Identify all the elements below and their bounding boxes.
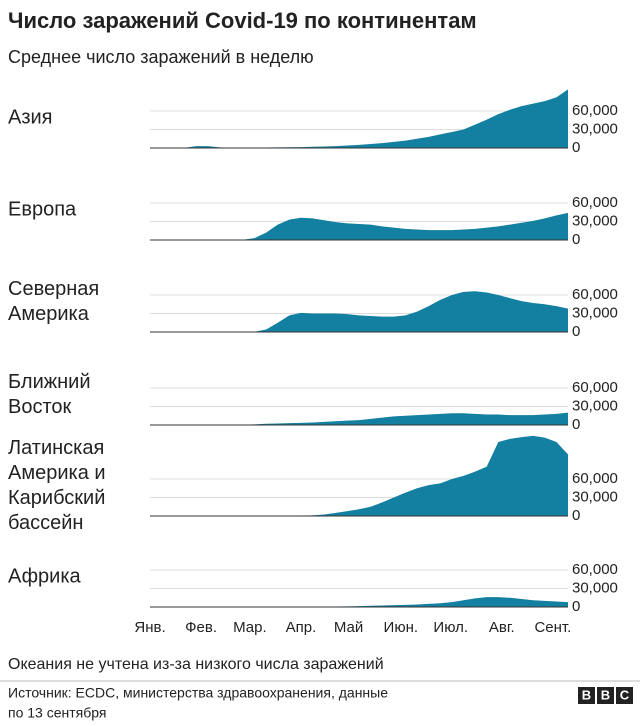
panel-label: бассейн (8, 512, 83, 534)
x-tick-label: Июл. (433, 619, 468, 636)
logo-letter: B (582, 687, 591, 702)
x-tick-label: Янв. (134, 619, 165, 636)
y-tick-label: 0 (572, 231, 580, 248)
panel-label: Латинская (8, 437, 104, 459)
panel-label: Восток (8, 396, 72, 418)
title: Число заражений Covid-19 по континентам (8, 8, 477, 33)
x-tick-label: Мар. (233, 619, 267, 636)
y-tick-label: 60,000 (572, 470, 618, 487)
panel-label: Карибский (8, 487, 105, 509)
area (150, 597, 568, 607)
logo-box (616, 687, 633, 704)
y-tick-label: 60,000 (572, 102, 618, 119)
y-tick-label: 60,000 (572, 561, 618, 578)
source: Источник: ECDC, министерства здравоохран… (8, 685, 388, 701)
logo-letter: B (601, 687, 610, 702)
panel-label: Африка (8, 565, 82, 587)
y-tick-label: 0 (572, 507, 580, 524)
logo-letter: C (620, 687, 630, 702)
y-tick-label: 0 (572, 323, 580, 340)
panel-label: Америка и (8, 462, 106, 484)
y-tick-label: 30,000 (572, 304, 618, 321)
area (150, 412, 568, 425)
x-tick-label: Сент. (534, 619, 571, 636)
area (150, 212, 568, 240)
y-tick-label: 60,000 (572, 379, 618, 396)
x-tick-label: Авг. (489, 619, 515, 636)
area (150, 291, 568, 332)
y-tick-label: 0 (572, 139, 580, 156)
area (150, 435, 568, 516)
panel-label: Европа (8, 198, 77, 220)
note: Океания не учтена из-за низкого числа за… (8, 656, 384, 673)
panel-label: Азия (8, 106, 53, 128)
logo-box (578, 687, 595, 704)
y-tick-label: 0 (572, 416, 580, 433)
y-tick-label: 30,000 (572, 120, 618, 137)
panel-label: Северная (8, 278, 99, 300)
y-tick-label: 60,000 (572, 194, 618, 211)
logo-box (597, 687, 614, 704)
area (150, 89, 568, 148)
panel-label: Америка (8, 303, 90, 325)
x-tick-label: Фев. (185, 619, 217, 636)
y-tick-label: 30,000 (572, 212, 618, 229)
y-tick-label: 30,000 (572, 397, 618, 414)
panel-label: Ближний (8, 371, 91, 393)
subtitle: Среднее число заражений в неделю (8, 47, 314, 67)
source: по 13 сентября (8, 705, 106, 721)
y-tick-label: 0 (572, 598, 580, 615)
y-tick-label: 30,000 (572, 579, 618, 596)
x-tick-label: Июн. (384, 619, 418, 636)
y-tick-label: 30,000 (572, 488, 618, 505)
y-tick-label: 60,000 (572, 286, 618, 303)
x-tick-label: Апр. (286, 619, 317, 636)
x-tick-label: Май (334, 619, 363, 636)
